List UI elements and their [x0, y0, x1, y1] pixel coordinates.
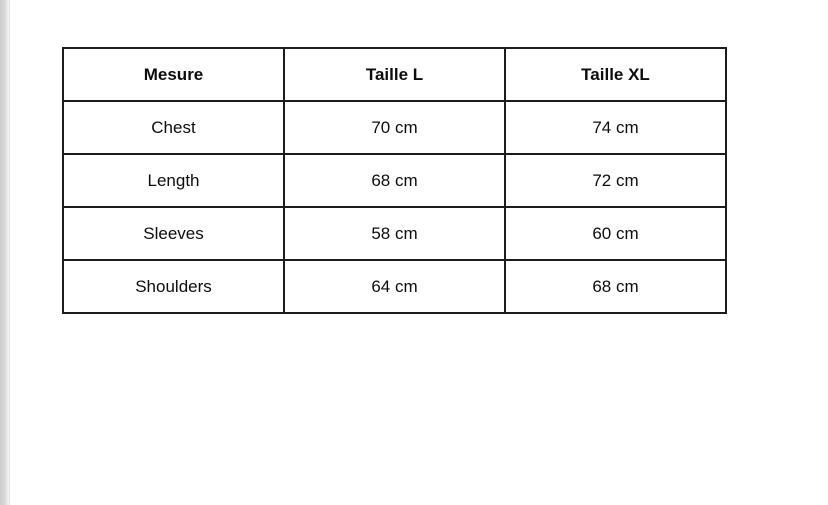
size-chart-table: Mesure Taille L Taille XL Chest 70 cm 74… [62, 47, 727, 314]
measure-cell: Chest [62, 100, 285, 155]
page-edge [0, 0, 10, 505]
table-row: Chest 70 cm 74 cm [62, 100, 727, 155]
column-header-taille-l: Taille L [283, 47, 506, 102]
measure-cell: Sleeves [62, 206, 285, 261]
taille-l-cell: 68 cm [283, 153, 506, 208]
table-row: Shoulders 64 cm 68 cm [62, 259, 727, 314]
taille-xl-cell: 72 cm [504, 153, 727, 208]
column-header-mesure: Mesure [62, 47, 285, 102]
taille-l-cell: 70 cm [283, 100, 506, 155]
taille-xl-cell: 60 cm [504, 206, 727, 261]
table-header-row: Mesure Taille L Taille XL [62, 47, 727, 102]
column-header-taille-xl: Taille XL [504, 47, 727, 102]
table-row: Length 68 cm 72 cm [62, 153, 727, 208]
taille-l-cell: 64 cm [283, 259, 506, 314]
measure-cell: Length [62, 153, 285, 208]
table-row: Sleeves 58 cm 60 cm [62, 206, 727, 261]
measure-cell: Shoulders [62, 259, 285, 314]
taille-xl-cell: 68 cm [504, 259, 727, 314]
taille-xl-cell: 74 cm [504, 100, 727, 155]
taille-l-cell: 58 cm [283, 206, 506, 261]
